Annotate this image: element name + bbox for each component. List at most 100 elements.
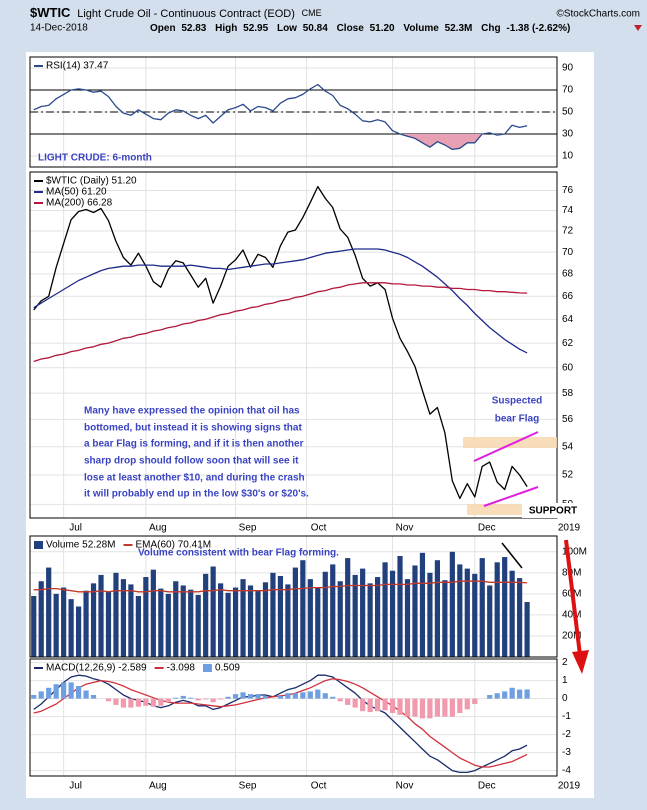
commentary-line: a bear Flag is forming, and if it is the… [84,439,304,450]
bar [68,599,74,657]
bar [98,574,104,657]
bar [449,551,455,657]
instrument-name: Light Crude Oil - Continuous Contract (E… [77,8,295,20]
legend-label: $WTIC (Daily) 51.20 [46,176,137,187]
bar [337,581,343,657]
bar [31,695,37,699]
bar [225,592,231,657]
bar [524,689,530,699]
bar [502,691,508,699]
legend-swatch [123,544,133,546]
legend-label: MACD(12,26,9) -2.589 [46,663,147,674]
x-tick-label: Dec [478,523,496,534]
x-tick-label: Dec [478,781,496,792]
bar [374,577,381,657]
bar [188,589,194,657]
legend-swatch [202,664,212,672]
bar [434,698,440,717]
bar [68,682,74,699]
y-tick-label: -1 [562,711,571,722]
panel-border [29,56,558,168]
bar [457,564,463,657]
bar [330,696,336,699]
bar [90,583,97,657]
bar [487,695,493,699]
legend-swatch [34,65,43,67]
bar [255,590,261,657]
y-tick-label: 40M [562,610,581,621]
bar [517,578,523,657]
stat-value: 50.84 [303,23,328,34]
y-tick-label: 60 [562,362,574,373]
series-line [33,185,528,500]
bar [255,694,261,699]
bar [382,698,388,711]
bar [53,593,59,657]
y-tick-label: 58 [562,388,574,399]
y-tick-label: 64 [562,314,574,325]
bar [75,606,82,657]
y-tick-label: 52 [562,470,574,481]
bar [210,566,216,657]
bar [240,579,246,657]
y-tick-label: 62 [562,338,574,349]
x-tick-label: 2019 [558,523,581,534]
bar [322,571,328,657]
bar [83,690,89,699]
x-tick-label: Nov [396,523,414,534]
bar [517,689,523,699]
stat-value: 52.83 [181,23,206,34]
bar [120,698,127,708]
panel-border [29,171,558,519]
bar [120,579,127,657]
legend-label: Volume 52.28M [46,540,116,551]
bar [180,585,186,657]
bar [442,698,448,717]
bar [105,698,112,702]
bar [412,565,418,657]
y-tick-label: -2 [562,729,571,740]
bar [524,601,530,657]
legend-label: -3.098 [167,663,196,674]
bar [135,595,141,657]
y-tick-label: 1 [562,675,568,686]
y-tick-label: 66 [562,291,574,302]
bar [464,568,470,657]
y-tick-label: 10 [562,151,574,162]
panel [30,659,557,776]
bar [374,698,381,712]
y-tick-label: 0 [562,693,568,704]
commentary-line: bottomed, but instead it is showing sign… [84,423,302,434]
stat-label: Open [150,23,176,34]
bar [285,584,291,657]
bar [173,581,179,657]
commentary-line: sharp drop should follow soon that will … [84,456,299,467]
x-tick-label: Jul [69,523,82,534]
flag-label: Suspected [492,396,543,407]
legend-label: MA(50) 61.20 [46,187,107,198]
bar [218,583,224,657]
stat-label: High [215,23,237,34]
y-tick-label: 76 [562,185,574,196]
bar [487,585,493,657]
bar [419,552,426,657]
bar [38,581,44,657]
bar [270,572,276,657]
change-down-icon [634,25,642,31]
series-line [33,248,528,354]
bar [502,557,508,657]
bar [232,587,239,657]
bar [397,698,403,715]
support-band [467,504,547,515]
bar [195,594,201,657]
stat-label: Close [337,23,365,34]
bar [345,558,351,657]
y-tick-label: 70 [562,247,574,258]
bar [449,698,455,717]
bar [210,698,216,703]
support-label: SUPPORT [529,506,577,517]
legend-swatch [154,667,164,669]
bar [472,573,478,657]
bar [218,698,224,700]
